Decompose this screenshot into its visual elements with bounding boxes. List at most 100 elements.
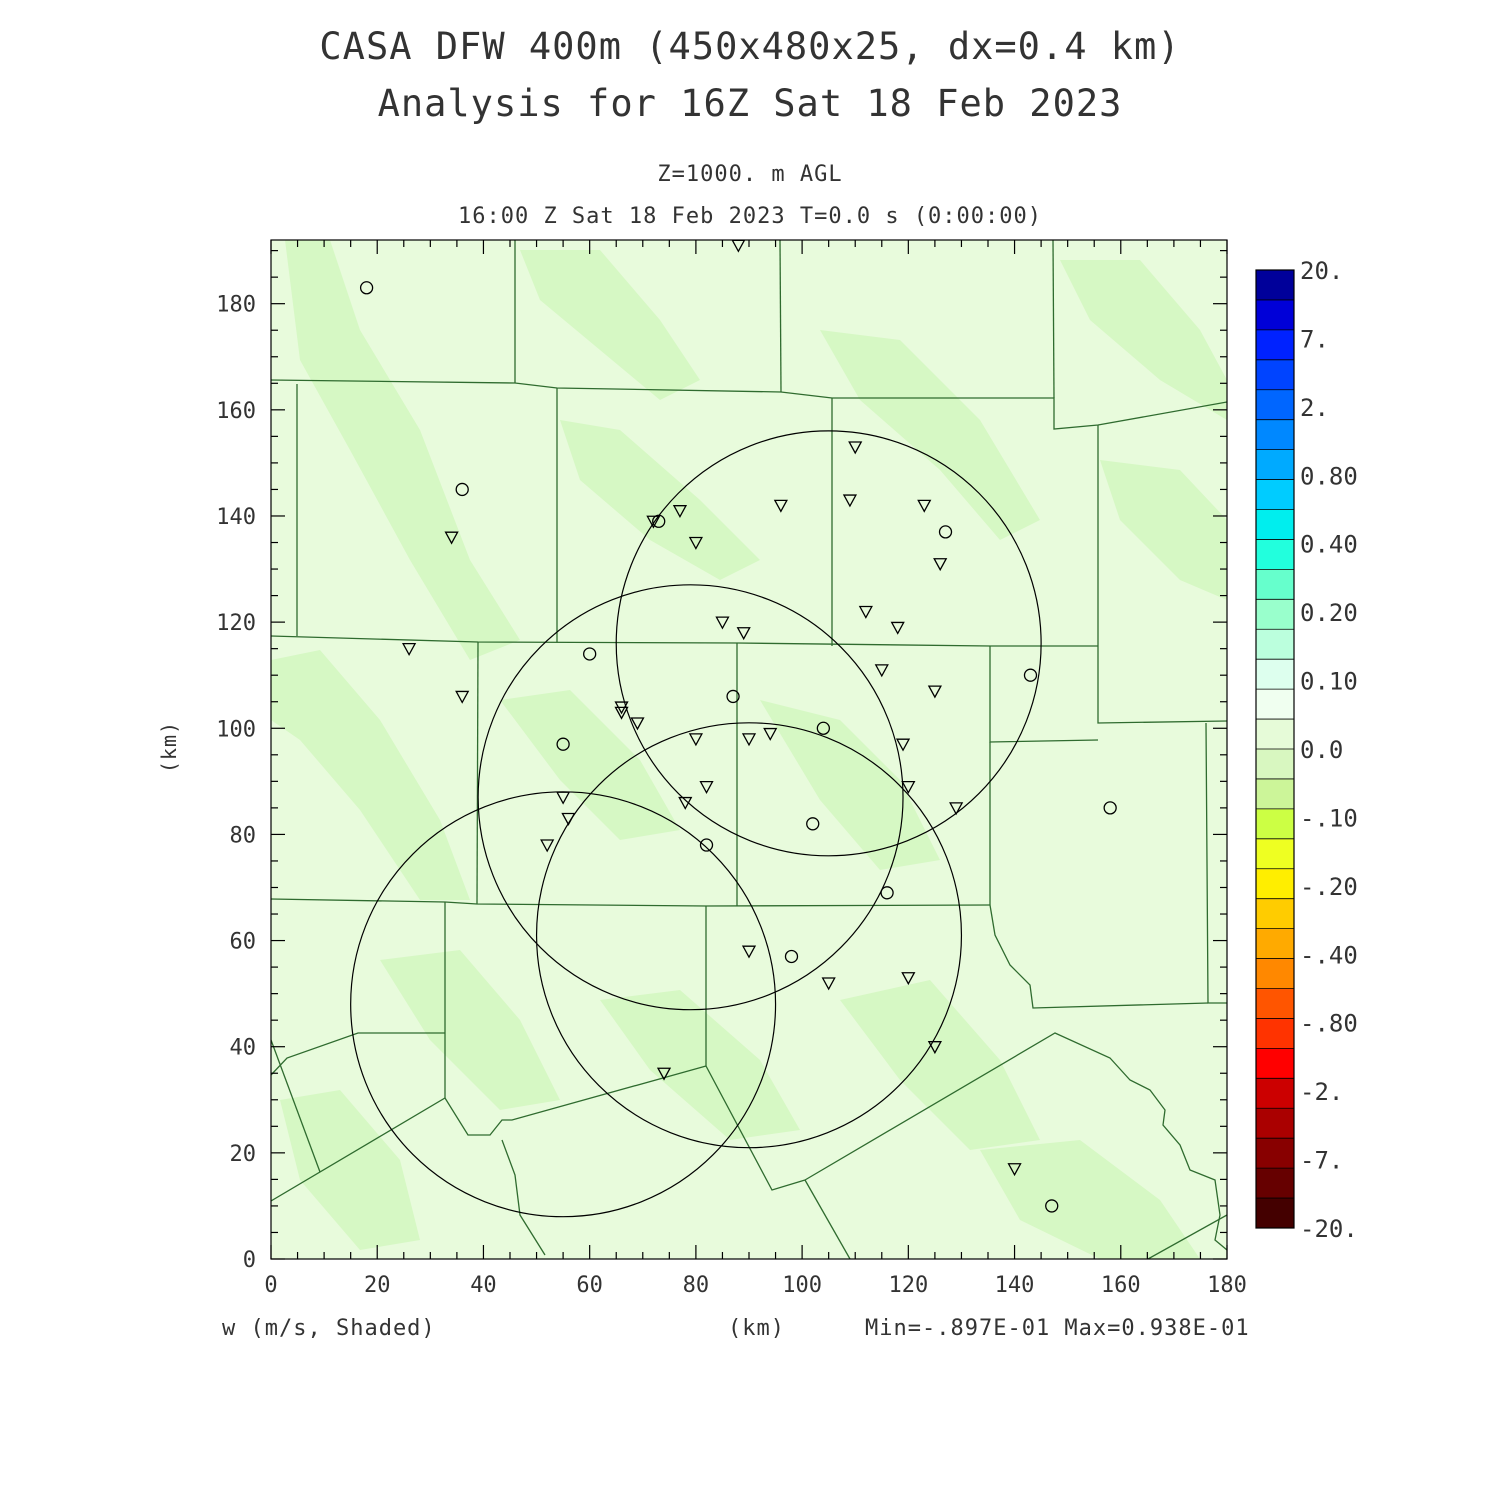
county-line bbox=[476, 641, 479, 905]
station-circle-marker bbox=[1023, 668, 1038, 682]
x-tick-label: 140 bbox=[995, 1273, 1035, 1298]
colorbar-segment bbox=[1256, 1048, 1294, 1079]
station-circle-marker bbox=[938, 525, 953, 539]
chart-title: CASA DFW 400m (450x480x25, dx=0.4 km) bbox=[319, 25, 1181, 68]
colorbar-label: -20. bbox=[1300, 1215, 1358, 1243]
colorbar-segment bbox=[1256, 1168, 1294, 1199]
county-line bbox=[804, 1032, 1227, 1251]
county-line bbox=[1147, 1214, 1227, 1259]
radar-range-ring bbox=[477, 584, 904, 1011]
field-patch bbox=[285, 240, 520, 660]
station-triangle-marker bbox=[949, 802, 964, 816]
station-triangle-marker bbox=[646, 515, 661, 529]
station-triangle-marker bbox=[401, 643, 417, 657]
y-tick-label: 20 bbox=[230, 1142, 257, 1167]
field-patch bbox=[271, 650, 470, 900]
y-tick-label: 140 bbox=[216, 505, 256, 530]
station-circle-marker bbox=[455, 482, 469, 497]
colorbar-segment bbox=[1256, 1108, 1294, 1139]
x-tick-label: 0 bbox=[264, 1273, 277, 1298]
field-patch bbox=[980, 1140, 1200, 1259]
field-patch bbox=[820, 330, 1040, 540]
colorbar-segment bbox=[1256, 898, 1294, 930]
field-patch bbox=[840, 980, 1040, 1150]
county-line bbox=[779, 240, 782, 393]
min-max-label: Min=-.897E-01 Max=0.938E-01 bbox=[865, 1316, 1250, 1341]
county-boundaries bbox=[271, 240, 1227, 1259]
county-line bbox=[271, 1039, 321, 1173]
colorbar-label: -.20 bbox=[1300, 873, 1358, 901]
colorbar-label: 7. bbox=[1300, 325, 1329, 353]
station-circle-marker bbox=[1103, 801, 1117, 815]
county-line bbox=[501, 1139, 546, 1256]
colorbar-label: -.40 bbox=[1300, 941, 1358, 969]
colorbar-segment bbox=[1256, 509, 1294, 540]
field-patch bbox=[600, 990, 800, 1140]
colorbar-segment bbox=[1256, 808, 1294, 840]
station-circle-marker bbox=[806, 817, 820, 831]
county-line bbox=[271, 898, 991, 907]
chart-subtitle: Analysis for 16Z Sat 18 Feb 2023 bbox=[377, 82, 1123, 125]
field-patch bbox=[280, 1090, 420, 1250]
station-triangle-marker bbox=[715, 616, 730, 630]
colorbar-label: 2. bbox=[1300, 394, 1329, 422]
colorbar-segment bbox=[1256, 659, 1294, 690]
station-circle-marker bbox=[583, 647, 597, 661]
radar-range-ring bbox=[535, 722, 963, 1149]
station-triangle-marker bbox=[678, 796, 693, 810]
station-triangle-marker bbox=[933, 558, 948, 572]
county-line bbox=[1097, 425, 1227, 724]
county-line bbox=[1052, 240, 1055, 399]
colorbar-frame bbox=[1255, 269, 1295, 1229]
station-triangle-marker bbox=[556, 791, 571, 805]
station-markers bbox=[359, 240, 1117, 1213]
station-triangle-marker bbox=[1007, 1163, 1022, 1177]
colorbar-segment bbox=[1256, 359, 1294, 391]
colorbar-segment bbox=[1256, 479, 1294, 510]
station-triangle-marker bbox=[656, 1067, 672, 1081]
colorbar-segment bbox=[1256, 1198, 1294, 1229]
station-circle-marker bbox=[816, 721, 831, 735]
colorbar-segment bbox=[1256, 1018, 1294, 1049]
colorbar-label: 0.20 bbox=[1300, 599, 1358, 627]
station-triangle-marker bbox=[917, 499, 932, 513]
colorbar-segment bbox=[1256, 719, 1294, 750]
station-triangle-marker bbox=[773, 499, 788, 513]
station-circle-marker bbox=[556, 737, 570, 751]
field-patch bbox=[760, 700, 940, 870]
x-tick-label: 120 bbox=[888, 1273, 928, 1298]
station-triangle-marker bbox=[688, 536, 703, 550]
station-triangle-marker bbox=[741, 945, 757, 959]
station-triangle-marker bbox=[874, 664, 889, 678]
station-circle-marker bbox=[880, 886, 894, 900]
colorbar-segment bbox=[1256, 1138, 1294, 1169]
colorbar-segment bbox=[1256, 778, 1294, 810]
station-triangle-marker bbox=[895, 738, 911, 752]
y-tick-label: 40 bbox=[230, 1036, 257, 1061]
x-tick-label: 160 bbox=[1101, 1273, 1141, 1298]
colorbar-label: -.80 bbox=[1300, 1010, 1358, 1038]
colorbar-segment bbox=[1256, 749, 1294, 780]
station-triangle-marker bbox=[842, 494, 858, 508]
station-triangle-marker bbox=[901, 781, 916, 795]
station-circle-marker bbox=[359, 281, 374, 295]
field-patch bbox=[560, 420, 760, 580]
field-patch bbox=[1100, 460, 1227, 600]
station-triangle-marker bbox=[444, 531, 459, 545]
station-triangle-marker bbox=[901, 972, 916, 986]
colorbar-label: 0.0 bbox=[1300, 736, 1343, 764]
colorbar-segment bbox=[1256, 988, 1294, 1019]
x-tick-label: 100 bbox=[782, 1273, 822, 1298]
field-patch bbox=[380, 950, 560, 1110]
y-tick-label: 160 bbox=[216, 399, 256, 424]
x-axis-unit: (km) bbox=[728, 1316, 785, 1341]
colorbar-segment bbox=[1256, 299, 1294, 331]
colorbar-segment bbox=[1256, 689, 1294, 720]
colorbar-segment bbox=[1256, 389, 1294, 421]
axis-ticks bbox=[270, 240, 1228, 1260]
y-tick-label: 180 bbox=[216, 293, 256, 318]
colorbar-segment bbox=[1256, 958, 1294, 989]
station-triangle-marker bbox=[848, 441, 863, 455]
time-label: 16:00 Z Sat 18 Feb 2023 T=0.0 s (0:00:00… bbox=[457, 204, 1043, 229]
